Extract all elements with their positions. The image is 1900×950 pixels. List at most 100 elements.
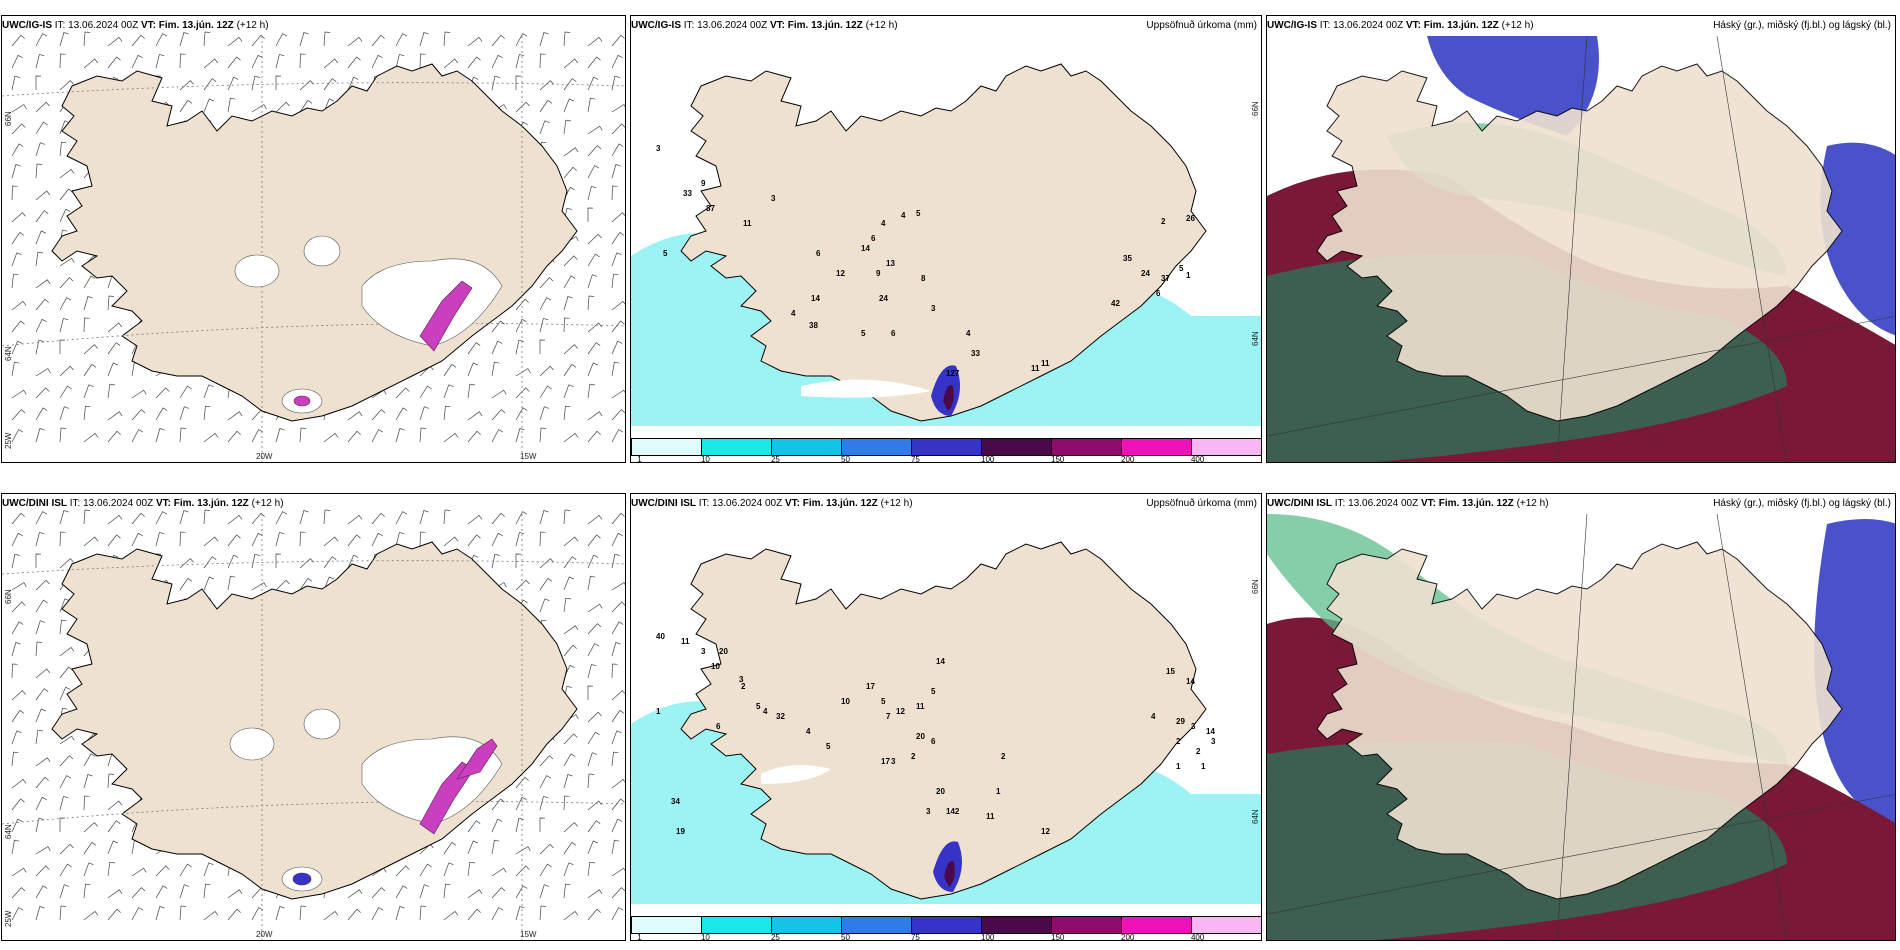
wind-barb bbox=[83, 275, 96, 289]
wind-barb bbox=[275, 531, 285, 547]
precip-value: 32 bbox=[776, 712, 785, 721]
wind-barb bbox=[587, 76, 599, 91]
wind-barb bbox=[539, 365, 554, 377]
wind-barb bbox=[11, 867, 27, 877]
precip-value: 1 bbox=[1186, 271, 1191, 280]
wind-barb bbox=[467, 36, 483, 47]
wind-barb bbox=[611, 164, 621, 179]
precip-value: 9 bbox=[701, 179, 706, 188]
wind-barb bbox=[275, 101, 290, 113]
wind-barb bbox=[611, 907, 624, 921]
wind-barb bbox=[587, 603, 603, 613]
wind-barb bbox=[35, 53, 45, 69]
precip-value: 14 bbox=[1206, 727, 1215, 736]
precip-value: 1 bbox=[1176, 762, 1181, 771]
wind-barb bbox=[203, 883, 211, 899]
wind-barb bbox=[539, 99, 553, 113]
wind-barb bbox=[491, 798, 505, 811]
wind-barb bbox=[347, 908, 361, 921]
panel-header: UWC/IG-IS IT: 13.06.2024 00Z VT: Fim. 13… bbox=[1267, 20, 1536, 31]
wind-barb bbox=[587, 554, 599, 569]
wind-barb bbox=[275, 53, 285, 69]
wind-barb bbox=[563, 733, 578, 745]
wind-barb bbox=[563, 166, 577, 179]
wind-barb bbox=[83, 296, 93, 311]
lat-label: 64N bbox=[4, 346, 13, 361]
legend-cell bbox=[911, 439, 981, 455]
wind-barb bbox=[587, 342, 601, 355]
wind-barb bbox=[491, 320, 505, 333]
wind-barb bbox=[227, 514, 243, 525]
precip-value: 4 bbox=[763, 707, 768, 716]
precip-value: 4 bbox=[1151, 712, 1156, 721]
precip-value: 2 bbox=[1161, 217, 1166, 226]
precip-value: 4 bbox=[806, 727, 811, 736]
precip-value: 3 bbox=[931, 304, 936, 313]
wind-barb bbox=[59, 53, 66, 69]
precip-value: 6 bbox=[716, 722, 721, 731]
wind-barb bbox=[515, 339, 524, 355]
precip-value: 5 bbox=[861, 329, 866, 338]
wind-barb bbox=[587, 752, 598, 767]
wind-barb bbox=[107, 342, 121, 355]
iceland-land bbox=[1316, 541, 1843, 900]
wind-barb bbox=[59, 257, 75, 267]
wind-barb bbox=[251, 582, 267, 591]
precip-value: 3 bbox=[926, 807, 931, 816]
wind-barb bbox=[35, 553, 42, 568]
wind-barb bbox=[611, 709, 625, 723]
wind-barb bbox=[491, 512, 505, 525]
wind-barb bbox=[467, 514, 483, 525]
wind-barb bbox=[11, 839, 20, 855]
precip-value: 6 bbox=[891, 329, 896, 338]
precip-value: 24 bbox=[1141, 269, 1150, 278]
wind-barb bbox=[11, 361, 20, 377]
wind-barb bbox=[35, 142, 46, 157]
wind-barb bbox=[563, 405, 571, 421]
wind-barb bbox=[587, 663, 597, 679]
wind-barb bbox=[299, 427, 307, 443]
legend-cell bbox=[631, 917, 701, 933]
wind-barb bbox=[107, 908, 121, 921]
wind-barb bbox=[587, 233, 602, 245]
wind-barb bbox=[11, 212, 26, 223]
wind-barb bbox=[11, 340, 23, 355]
wind-barb bbox=[395, 865, 410, 877]
wind-barb bbox=[251, 75, 260, 91]
legend-tick: 100 bbox=[981, 933, 995, 941]
wind-barb bbox=[35, 796, 47, 811]
wind-barb bbox=[515, 75, 522, 90]
wind-barb bbox=[59, 427, 67, 443]
precip-value: 42 bbox=[1111, 299, 1120, 308]
wind-barb bbox=[83, 862, 94, 877]
precip-value: 11 bbox=[986, 812, 995, 821]
wind-barb bbox=[611, 798, 625, 811]
precip-value: 35 bbox=[1123, 254, 1132, 263]
wind-barb bbox=[35, 599, 48, 613]
wind-barb bbox=[35, 407, 48, 421]
precip-value: 34 bbox=[671, 797, 680, 806]
wind-barb bbox=[59, 646, 75, 657]
wind-barb bbox=[611, 34, 625, 47]
wind-barb bbox=[443, 384, 454, 399]
wind-barb bbox=[539, 427, 547, 443]
precip-value: 11 bbox=[681, 637, 690, 646]
wind-barb bbox=[539, 339, 546, 354]
wind-barb bbox=[515, 796, 527, 811]
wind-barb bbox=[539, 80, 554, 91]
wind-barb bbox=[371, 429, 384, 443]
wind-barb bbox=[83, 774, 93, 789]
legend-tick: 50 bbox=[841, 455, 850, 463]
wind-barb bbox=[59, 168, 75, 179]
legend-bar bbox=[631, 438, 1261, 456]
wind-barb bbox=[35, 708, 46, 723]
wind-barb bbox=[587, 711, 602, 723]
wind-barb bbox=[155, 885, 168, 899]
wind-barb bbox=[323, 576, 334, 591]
wind-barb bbox=[611, 389, 625, 399]
wind-barb bbox=[59, 80, 74, 91]
wind-barb bbox=[251, 54, 263, 69]
wind-barb bbox=[611, 553, 620, 569]
wind-barb bbox=[611, 582, 625, 591]
wind-barb bbox=[611, 104, 625, 113]
